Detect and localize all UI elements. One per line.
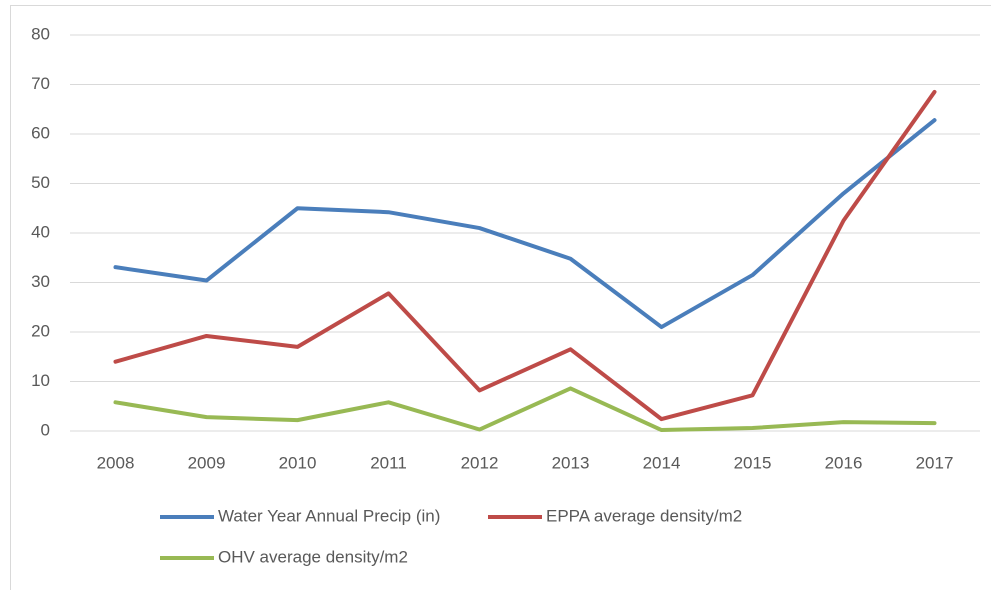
x-tick-label: 2010 (279, 453, 317, 472)
x-tick-label: 2011 (370, 453, 407, 472)
x-tick-label: 2015 (734, 453, 772, 472)
legend-label: EPPA average density/m2 (546, 506, 742, 525)
series-line (113, 118, 937, 330)
y-tick-label: 30 (31, 272, 50, 291)
x-tick-label: 2014 (643, 453, 681, 472)
y-tick-label: 20 (31, 321, 50, 340)
x-tick-label: 2016 (825, 453, 863, 472)
y-tick-label: 80 (31, 24, 50, 43)
legend-label: OHV average density/m2 (218, 547, 408, 566)
x-tick-label: 2017 (916, 453, 954, 472)
x-tick-label: 2009 (188, 453, 226, 472)
y-tick-label: 60 (31, 123, 50, 142)
x-tick-label: 2013 (552, 453, 590, 472)
y-tick-label: 0 (41, 420, 50, 439)
y-tick-label: 70 (31, 74, 50, 93)
y-tick-label: 50 (31, 173, 50, 192)
y-tick-label: 40 (31, 222, 50, 241)
chart-border (10, 5, 991, 590)
series-line (113, 386, 937, 433)
legend-label: Water Year Annual Precip (in) (218, 506, 440, 525)
series-line (113, 89, 937, 422)
x-tick-label: 2008 (97, 453, 135, 472)
y-tick-label: 10 (31, 371, 50, 390)
x-tick-label: 2012 (461, 453, 499, 472)
